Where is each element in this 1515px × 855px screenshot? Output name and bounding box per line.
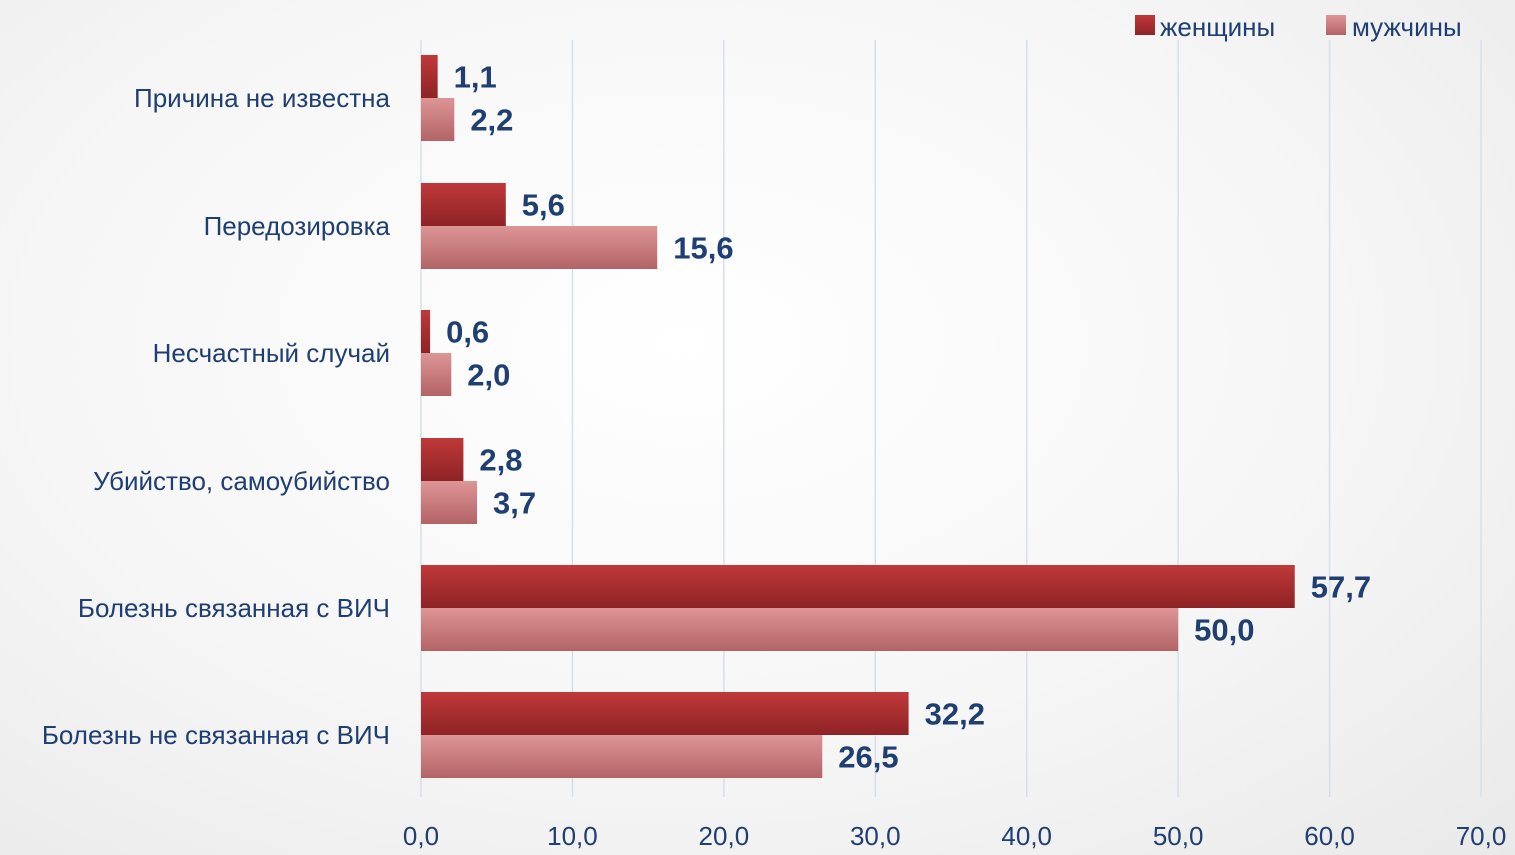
- category-label: Болезнь не связанная с ВИЧ: [42, 720, 390, 750]
- legend-label-men: мужчины: [1352, 12, 1462, 42]
- legend-swatch-men: [1326, 15, 1346, 35]
- category-label: Причина не известна: [134, 83, 391, 113]
- category-label: Убийство, самоубийство: [93, 466, 390, 496]
- bar-women: [421, 183, 506, 226]
- bar-men: [421, 481, 478, 524]
- data-label-women: 57,7: [1311, 570, 1371, 605]
- legend-label-women: женщины: [1160, 12, 1275, 42]
- bar-men: [421, 608, 1179, 651]
- legend: женщины мужчины: [1135, 12, 1462, 42]
- bar-women: [421, 438, 464, 481]
- x-tick-label: 20,0: [699, 821, 750, 851]
- data-label-men: 50,0: [1194, 613, 1254, 648]
- x-axis-ticks: 0,0 10,0 20,0 30,0 40,0 50,0 60,0 70,0: [403, 821, 1506, 851]
- data-label-women: 0,6: [446, 315, 489, 350]
- value-labels: 1,1 5,6 0,6 2,8 57,7 32,2 2,2 15,6 2,0 3,7 50,0 26,…: [446, 60, 1371, 775]
- category-label: Несчастный случай: [153, 338, 390, 368]
- data-label-women: 32,2: [925, 697, 985, 732]
- category-labels: Причина не известна Передозировка Несчастн…: [42, 83, 391, 750]
- bar-women: [421, 692, 909, 735]
- category-label: Передозировка: [204, 211, 391, 241]
- x-tick-label: 0,0: [403, 821, 439, 851]
- data-label-women: 2,8: [479, 443, 522, 478]
- data-label-men: 26,5: [838, 740, 898, 775]
- x-tick-label: 50,0: [1153, 821, 1204, 851]
- data-label-men: 15,6: [673, 231, 733, 266]
- data-label-women: 5,6: [522, 188, 565, 223]
- x-tick-label: 30,0: [850, 821, 901, 851]
- x-tick-label: 60,0: [1304, 821, 1355, 851]
- bar-women: [421, 565, 1295, 608]
- category-label: Болезнь связанная с ВИЧ: [78, 593, 390, 623]
- bar-men: [421, 226, 658, 269]
- bar-women: [421, 55, 438, 98]
- legend-swatch-women: [1135, 15, 1155, 35]
- bar-women: [421, 310, 431, 353]
- x-tick-label: 10,0: [547, 821, 598, 851]
- data-label-women: 1,1: [454, 60, 497, 95]
- x-tick-label: 40,0: [1001, 821, 1052, 851]
- bar-men: [421, 735, 823, 778]
- bar-men: [421, 353, 452, 396]
- grid-lines: [420, 40, 1482, 797]
- data-label-men: 3,7: [493, 486, 536, 521]
- bar-men: [421, 98, 455, 141]
- data-label-men: 2,0: [467, 358, 510, 393]
- x-tick-label: 70,0: [1456, 821, 1507, 851]
- bars: [421, 55, 1295, 778]
- data-label-men: 2,2: [470, 103, 513, 138]
